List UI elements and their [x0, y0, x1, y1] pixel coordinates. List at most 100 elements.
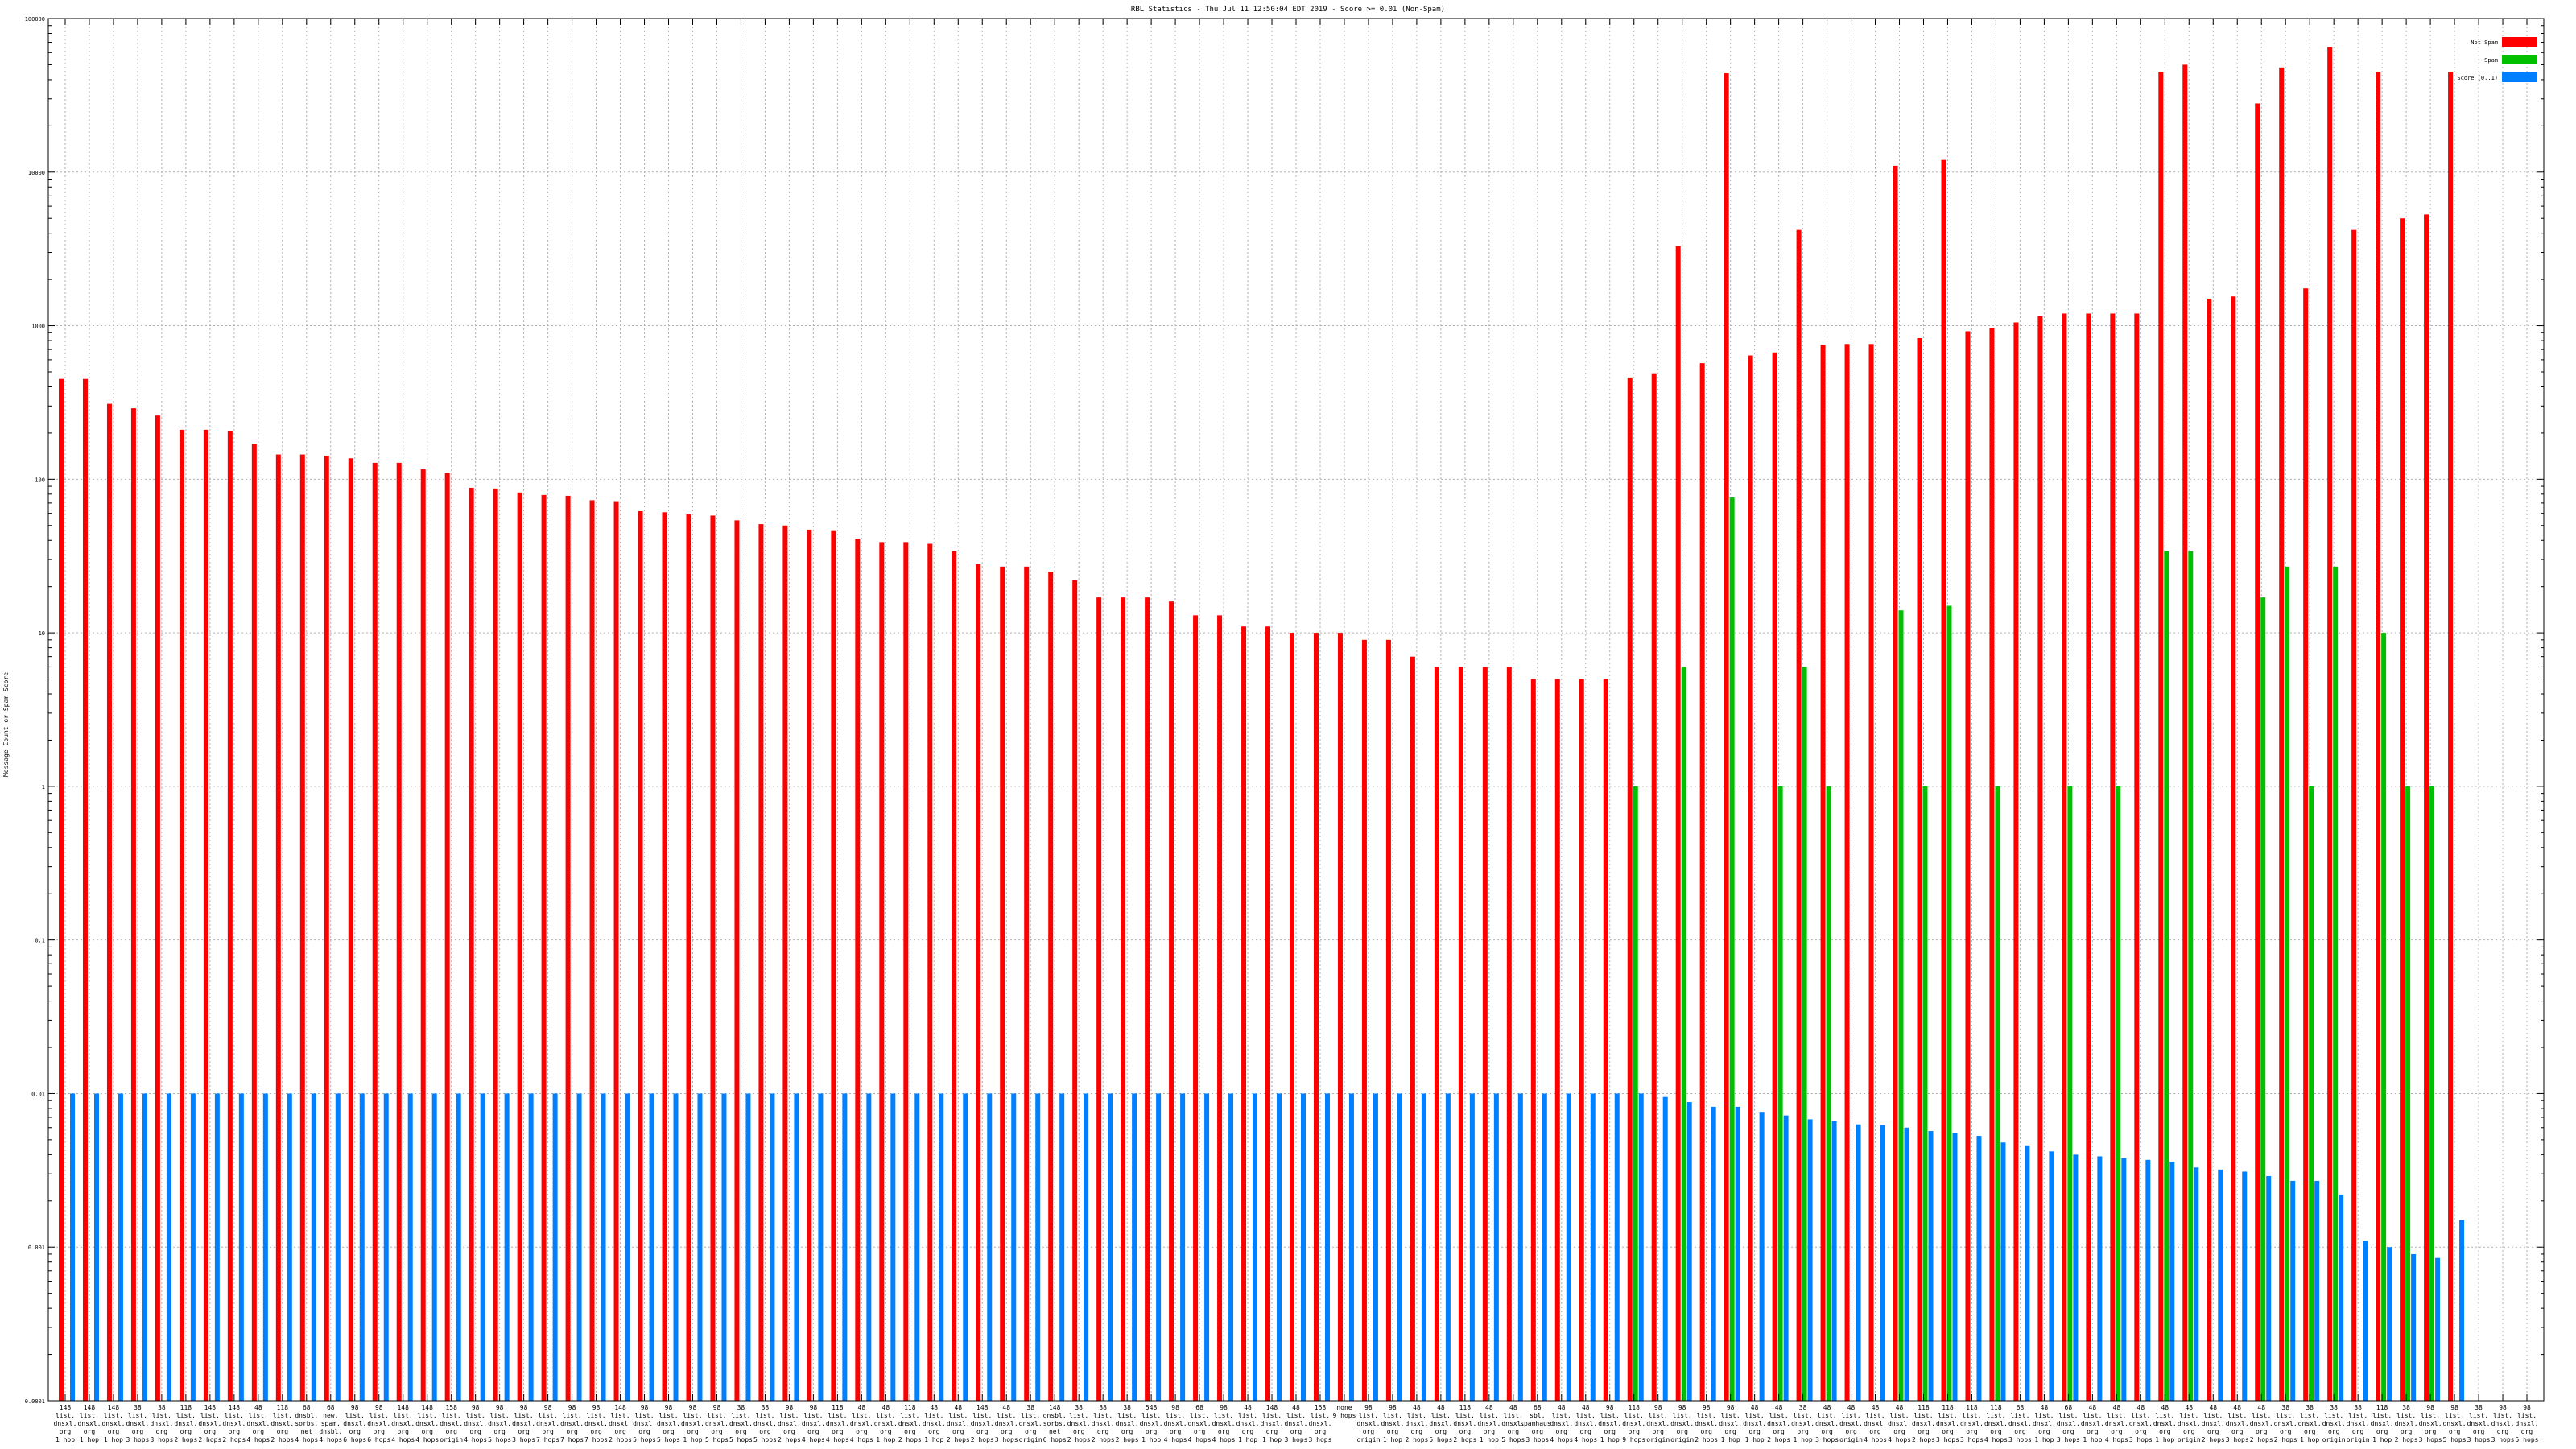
x-tick-label: 48 list. dnsxl. org origin [2178, 1404, 2201, 1443]
y-tick-label: 100 [35, 477, 45, 483]
score-bar [794, 1093, 799, 1401]
x-tick-label: 98 list. dnsxl. org 5 hops [633, 1404, 656, 1443]
y-tick-label: 0.1 [35, 938, 45, 944]
x-tick-label: 48 list. dnsxl. org 2 hops [1767, 1404, 1790, 1443]
not-spam-bar [130, 408, 136, 1402]
score-bar [1542, 1093, 1547, 1401]
score-bar [2459, 1220, 2465, 1401]
x-tick-label: 48 list. dnsxl. org 1 hop [1477, 1404, 1501, 1443]
x-tick-label: 98 list. dnsxl. org 4 hops [802, 1404, 825, 1443]
not-spam-bar [469, 487, 474, 1401]
score-bar [1469, 1093, 1475, 1401]
not-spam-bar [1361, 639, 1367, 1401]
not-spam-bar [1458, 667, 1463, 1401]
x-tick-label: 38 list. dnsxl. org 5 hops [753, 1404, 777, 1443]
x-tick-label: 98 list. dnsxl. org 2 hops [1695, 1404, 1718, 1443]
score-bar [238, 1093, 244, 1401]
legend-swatch [2502, 55, 2537, 64]
not-spam-bar [1145, 597, 1150, 1401]
not-spam-bar [106, 403, 112, 1402]
not-spam-bar [1627, 377, 1633, 1402]
x-tick-label: 48 list. dnsxl. org 5 hops [1429, 1404, 1452, 1443]
spam-bar [2309, 786, 2314, 1401]
spam-bar [1729, 497, 1735, 1401]
score-bar [1638, 1093, 1644, 1401]
legend: Not Spam Spam Score (0..1) [2457, 37, 2537, 82]
not-spam-bar [2327, 47, 2333, 1401]
score-bar [2073, 1154, 2079, 1401]
score-bar [866, 1093, 872, 1401]
x-tick-label: 118 list. dnsxl. org 2 hops [174, 1404, 197, 1443]
x-tick-label: 98 list. dnsxl. org origin [1646, 1404, 1670, 1443]
not-spam-bar [396, 462, 402, 1401]
x-tick-label: 48 list. dnsxl. org 3 hops [2226, 1404, 2249, 1443]
score-bar [480, 1093, 485, 1401]
x-tick-label: 98 list. dnsxl. org 1 hop [1381, 1404, 1404, 1443]
score-bar [2218, 1169, 2223, 1401]
not-spam-bar [1410, 656, 1415, 1401]
score-bar [1059, 1093, 1065, 1401]
spam-bar [2285, 566, 2290, 1402]
not-spam-bar [2158, 72, 2164, 1402]
x-tick-label: 48 list. dnsxl. org 1 hop [874, 1404, 898, 1443]
not-spam-bar [227, 431, 233, 1401]
x-tick-label: 98 list. dnsxl. org 4 hops [1212, 1404, 1236, 1443]
score-bar [1397, 1093, 1402, 1401]
x-tick-label: 148 list. dnsxl. org 1 hop [1261, 1404, 1284, 1443]
x-tick-label: 118 list. dnsxl. org 2 hops [270, 1404, 294, 1443]
y-tick-label: 100000 [25, 16, 45, 23]
x-tick-label: none 9 hops [1333, 1404, 1356, 1419]
x-tick-label: 98 list. dnsxl. org 7 hops [536, 1404, 559, 1443]
not-spam-bar [686, 514, 691, 1401]
x-tick-label: 38 list. dnsxl. org 1 hop [1791, 1404, 1814, 1443]
score-bar [552, 1093, 558, 1401]
score-bar [649, 1093, 654, 1401]
not-spam-bar [1385, 639, 1391, 1401]
not-spam-bar [2448, 72, 2454, 1402]
spam-bar [2333, 566, 2339, 1402]
score-bar [1324, 1093, 1330, 1401]
not-spam-bar [734, 520, 740, 1401]
x-tick-label: 118 list. dnsxl. org 9 hops [1622, 1404, 1645, 1443]
x-tick-label: 38 list. dnsxl. org origin [2322, 1404, 2346, 1443]
score-bar [335, 1093, 341, 1401]
score-bar [1301, 1093, 1306, 1401]
legend-label: Score (0..1) [2457, 75, 2498, 81]
x-tick-label: 98 list. dnsxl. org 5 hops [2516, 1404, 2539, 1443]
x-tick-label: 98 list. dnsxl. org 6 hops [343, 1404, 366, 1443]
not-spam-bar [662, 512, 667, 1402]
x-tick-label: 48 list. dnsxl. org 1 hop [1236, 1404, 1260, 1443]
not-spam-bar [1048, 572, 1054, 1401]
not-spam-bar [1096, 597, 1102, 1401]
score-bar [2169, 1162, 2175, 1401]
score-bar [890, 1093, 896, 1401]
x-tick-label: 98 list. dnsxl. org 4 hops [464, 1404, 487, 1443]
score-bar [359, 1093, 365, 1401]
score-bar [1686, 1102, 1692, 1401]
not-spam-bar [2062, 313, 2067, 1402]
spam-bar [1802, 667, 1807, 1401]
score-bar [504, 1093, 510, 1401]
spam-bar [2260, 597, 2266, 1401]
y-tick-label: 0.01 [31, 1091, 45, 1097]
x-tick-label: 98 list. dnsxl. org 7 hops [584, 1404, 608, 1443]
y-tick-label: 0.0001 [25, 1398, 45, 1405]
x-tick-label: 148 list. dnsxl. org 4 hops [415, 1404, 439, 1443]
not-spam-bar [1554, 679, 1560, 1401]
not-spam-bar [372, 462, 378, 1401]
not-spam-bar [879, 542, 885, 1401]
score-bar [770, 1093, 775, 1401]
score-bar [1011, 1093, 1017, 1401]
score-bar [939, 1093, 944, 1401]
x-tick-label: 98 list. dnsxl. org 5 hops [2443, 1404, 2467, 1443]
x-tick-label: 68 sbl. spamhaus. org 3 hops [1520, 1404, 1554, 1443]
x-tick-label: 68 dnsbl. sorbs. net 4 hops [295, 1404, 318, 1443]
x-tick-label: 38 list. dnsxl. org 1 hop [2298, 1404, 2322, 1443]
not-spam-bar [82, 378, 88, 1402]
not-spam-bar [1893, 165, 1898, 1401]
not-spam-bar [1313, 633, 1319, 1401]
x-tick-label: 98 list. dnsxl. org 7 hops [560, 1404, 584, 1443]
y-axis-label: Message Count or Spam Score [2, 672, 10, 777]
x-tick-label: 48 list. dnsxl. org 3 hops [2129, 1404, 2153, 1443]
x-tick-label: 48 list. dnsxl. org 2 hops [1405, 1404, 1428, 1443]
